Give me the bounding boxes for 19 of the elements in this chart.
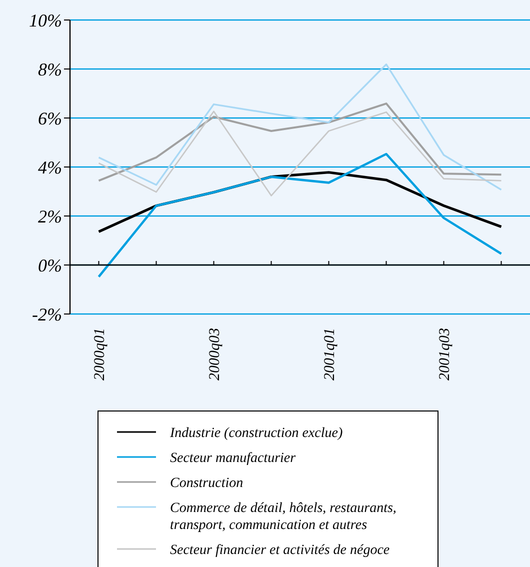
line-series [98, 102, 502, 182]
x-tick-label: 2000q03 [206, 328, 223, 380]
legend-label: Secteur manufacturier [170, 450, 296, 466]
y-tick-label: 4% [38, 157, 62, 178]
line-series [98, 110, 502, 196]
y-tick-label: 6% [38, 108, 62, 128]
y-tick-label: 10% [29, 10, 62, 30]
line-series [98, 63, 502, 191]
legend-label: Construction [170, 476, 244, 491]
x-tick-label: 2001q03 [436, 328, 453, 380]
y-tick-label: -2% [32, 304, 62, 324]
legend-label: Secteur financier et activités de négoce [170, 542, 390, 558]
y-tick-label: 0% [38, 255, 62, 276]
legend-label: Industrie (construction exclue) [169, 426, 343, 441]
x-tick-label: 2000q01 [92, 328, 108, 380]
legend-label: Commerce de détail, hôtels, restaurants, transport, communication et autres [170, 500, 396, 533]
y-tick-label: 8% [38, 59, 62, 80]
y-tick-label: 2% [38, 206, 62, 226]
x-tick-label: 2001q01 [322, 328, 338, 380]
